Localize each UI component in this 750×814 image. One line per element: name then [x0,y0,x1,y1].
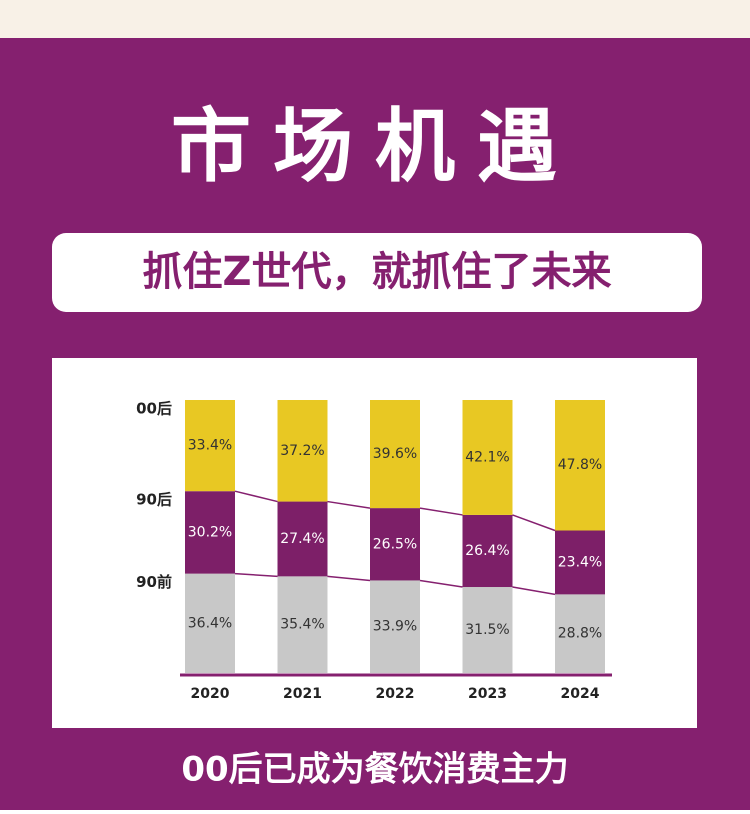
connector [234,490,278,503]
value-label: 31.5% [465,622,509,638]
value-label: 33.9% [373,619,417,635]
connector [327,500,371,509]
bar-segment [462,587,513,673]
chart-title: 市场机遇 [171,100,579,193]
bar-segment [185,491,235,574]
connector [327,575,371,582]
connector [419,579,463,588]
bar-segment [462,400,513,515]
x-tick-label: 2020 [191,686,230,702]
legend-label: 00后 [136,400,172,418]
subtitle: 抓住Z世代，就抓住了未来 [142,249,611,295]
bar-segment [370,508,420,581]
bar-segment [185,573,235,673]
bar-segment [277,400,328,502]
legend-label: 90前 [136,573,172,591]
value-label: 33.4% [188,438,232,454]
connector [419,507,463,516]
value-label: 35.4% [280,617,324,633]
x-tick-label: 2024 [561,686,600,702]
bar-segment [370,400,420,509]
x-tick-label: 2023 [468,686,507,702]
x-tick-label: 2021 [283,686,322,702]
bar-segment [277,576,328,673]
value-label: 26.5% [373,536,417,552]
value-label: 27.4% [280,531,324,547]
value-label: 23.4% [558,554,602,570]
value-label: 30.2% [188,524,232,540]
bar-segment [277,501,328,577]
bar-segment [555,400,605,531]
caption: 00后已成为餐饮消费主力 [181,750,568,790]
bar-segment [555,594,605,673]
value-label: 36.4% [188,615,232,631]
bar-segment [185,400,235,492]
value-label: 37.2% [280,443,324,459]
connector [234,572,278,578]
bar-segment [370,580,420,673]
top-strip [0,0,750,38]
x-tick-label: 2022 [376,686,415,702]
value-label: 26.4% [465,543,509,559]
subtitle-box [52,233,702,312]
value-label: 28.8% [558,626,602,642]
value-label: 47.8% [558,457,602,473]
bar-segment [462,514,513,588]
bar-segment [555,530,605,595]
connector [512,586,556,596]
connector [512,514,556,532]
legend-label: 90后 [136,491,172,509]
value-label: 42.1% [465,449,509,465]
value-label: 39.6% [373,446,417,462]
